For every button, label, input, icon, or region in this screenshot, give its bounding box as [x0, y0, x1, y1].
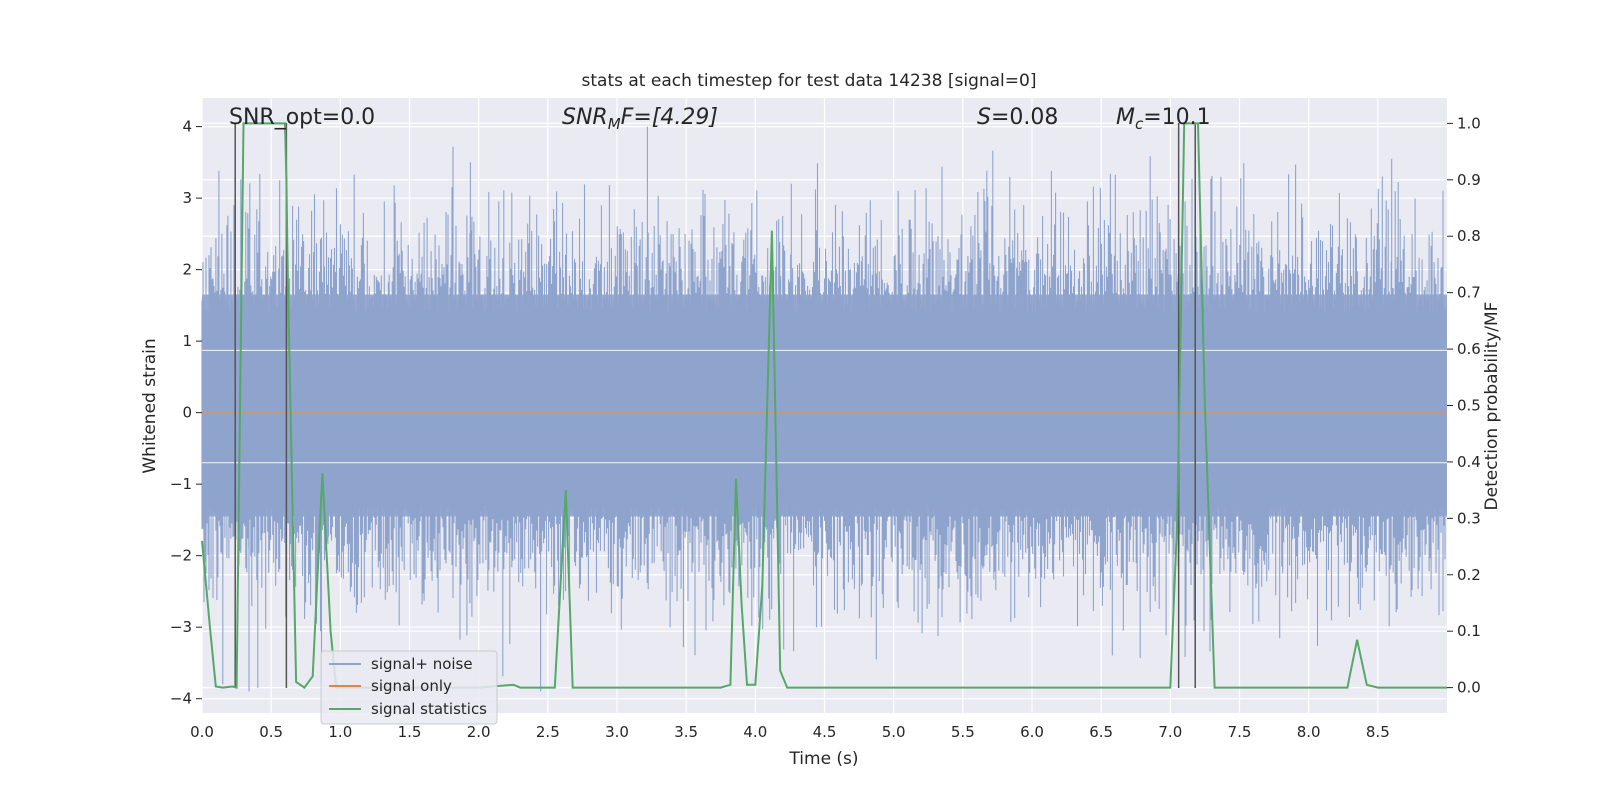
x-tick-label: 6.5 — [1089, 723, 1113, 741]
x-ticks: 0.0 0.5 1.0 1.5 2.0 2.5 3.0 3.5 4.0 4.5 5.0 5.5 6.0 6… — [190, 723, 1390, 741]
legend-box — [320, 650, 498, 725]
series-signal-statistics — [201, 122, 1447, 689]
x-tick-label: 1.5 — [398, 723, 422, 741]
y-tick-label: −1 — [170, 475, 192, 493]
x-tick-label: 7.0 — [1158, 723, 1182, 741]
y-axis-label: Whitened strain — [140, 338, 160, 473]
x-tick-label: 4.0 — [743, 723, 767, 741]
x-tick-label: 3.0 — [605, 723, 629, 741]
y-right-axis-label: Detection probability/MF — [1482, 302, 1502, 511]
legend-label-signal-statistics: signal statistics — [371, 700, 487, 718]
y-tick-label: 1 — [182, 332, 192, 350]
x-tick-label: 5.0 — [882, 723, 906, 741]
series-signal-noise — [201, 126, 1447, 692]
chart-title: stats at each timestep for test data 142… — [582, 71, 1037, 91]
legend-label-signal-noise: signal+ noise — [371, 655, 473, 673]
y-right-tick-label: 0.6 — [1457, 340, 1481, 358]
y-ticks: −4 −3 −2 −1 0 1 2 3 4 — [170, 118, 202, 708]
annotation-s: S=0.08 — [977, 105, 1058, 130]
y-right-tick-label: 0.3 — [1457, 509, 1481, 527]
annotation-snr-mf: SNRMF=[4.29] — [562, 105, 718, 133]
y-tick-label: −2 — [170, 547, 192, 565]
x-tick-label: 7.5 — [1228, 723, 1252, 741]
y-right-tick-label: 0.1 — [1457, 622, 1481, 640]
x-tick-label: 5.5 — [951, 723, 975, 741]
y-right-tick-label: 0.2 — [1457, 566, 1481, 584]
y-right-tick-label: 0.8 — [1457, 227, 1481, 245]
annotation-mc: Mc=10.1 — [1116, 105, 1211, 133]
y-right-ticks: 0.0 0.1 0.2 0.3 0.4 0.5 0.6 0.7 0.8 0.9 1.0 — [1447, 114, 1481, 697]
x-tick-label: 3.5 — [674, 723, 698, 741]
x-tick-label: 0.5 — [259, 723, 283, 741]
y-right-tick-label: 0.7 — [1457, 284, 1481, 302]
y-right-tick-label: 0.0 — [1457, 679, 1481, 697]
y-right-tick-label: 0.4 — [1457, 453, 1481, 471]
x-tick-label: 8.0 — [1297, 723, 1321, 741]
x-tick-label: 4.5 — [813, 723, 837, 741]
legend: signal+ noise signal only signal statist… — [320, 650, 498, 725]
x-tick-label: 0.0 — [190, 723, 214, 741]
y-tick-label: −3 — [170, 618, 192, 636]
y-right-tick-label: 0.5 — [1457, 397, 1481, 415]
y-tick-label: 2 — [182, 261, 192, 279]
x-axis-label: Time (s) — [788, 749, 858, 769]
y-tick-label: 0 — [182, 404, 192, 422]
x-tick-label: 6.0 — [1020, 723, 1044, 741]
y-tick-label: −4 — [170, 690, 192, 708]
legend-label-signal-only: signal only — [371, 677, 452, 695]
y-right-tick-label: 0.9 — [1457, 171, 1481, 189]
x-tick-label: 2.0 — [467, 723, 491, 741]
x-tick-label: 8.5 — [1366, 723, 1390, 741]
y-tick-label: 3 — [182, 189, 192, 207]
x-tick-label: 1.0 — [328, 723, 352, 741]
x-tick-label: 2.5 — [536, 723, 560, 741]
y-right-tick-label: 1.0 — [1457, 114, 1481, 132]
y-tick-label: 4 — [182, 118, 192, 136]
annotation-snr-opt: SNR_opt=0.0 — [229, 105, 375, 130]
